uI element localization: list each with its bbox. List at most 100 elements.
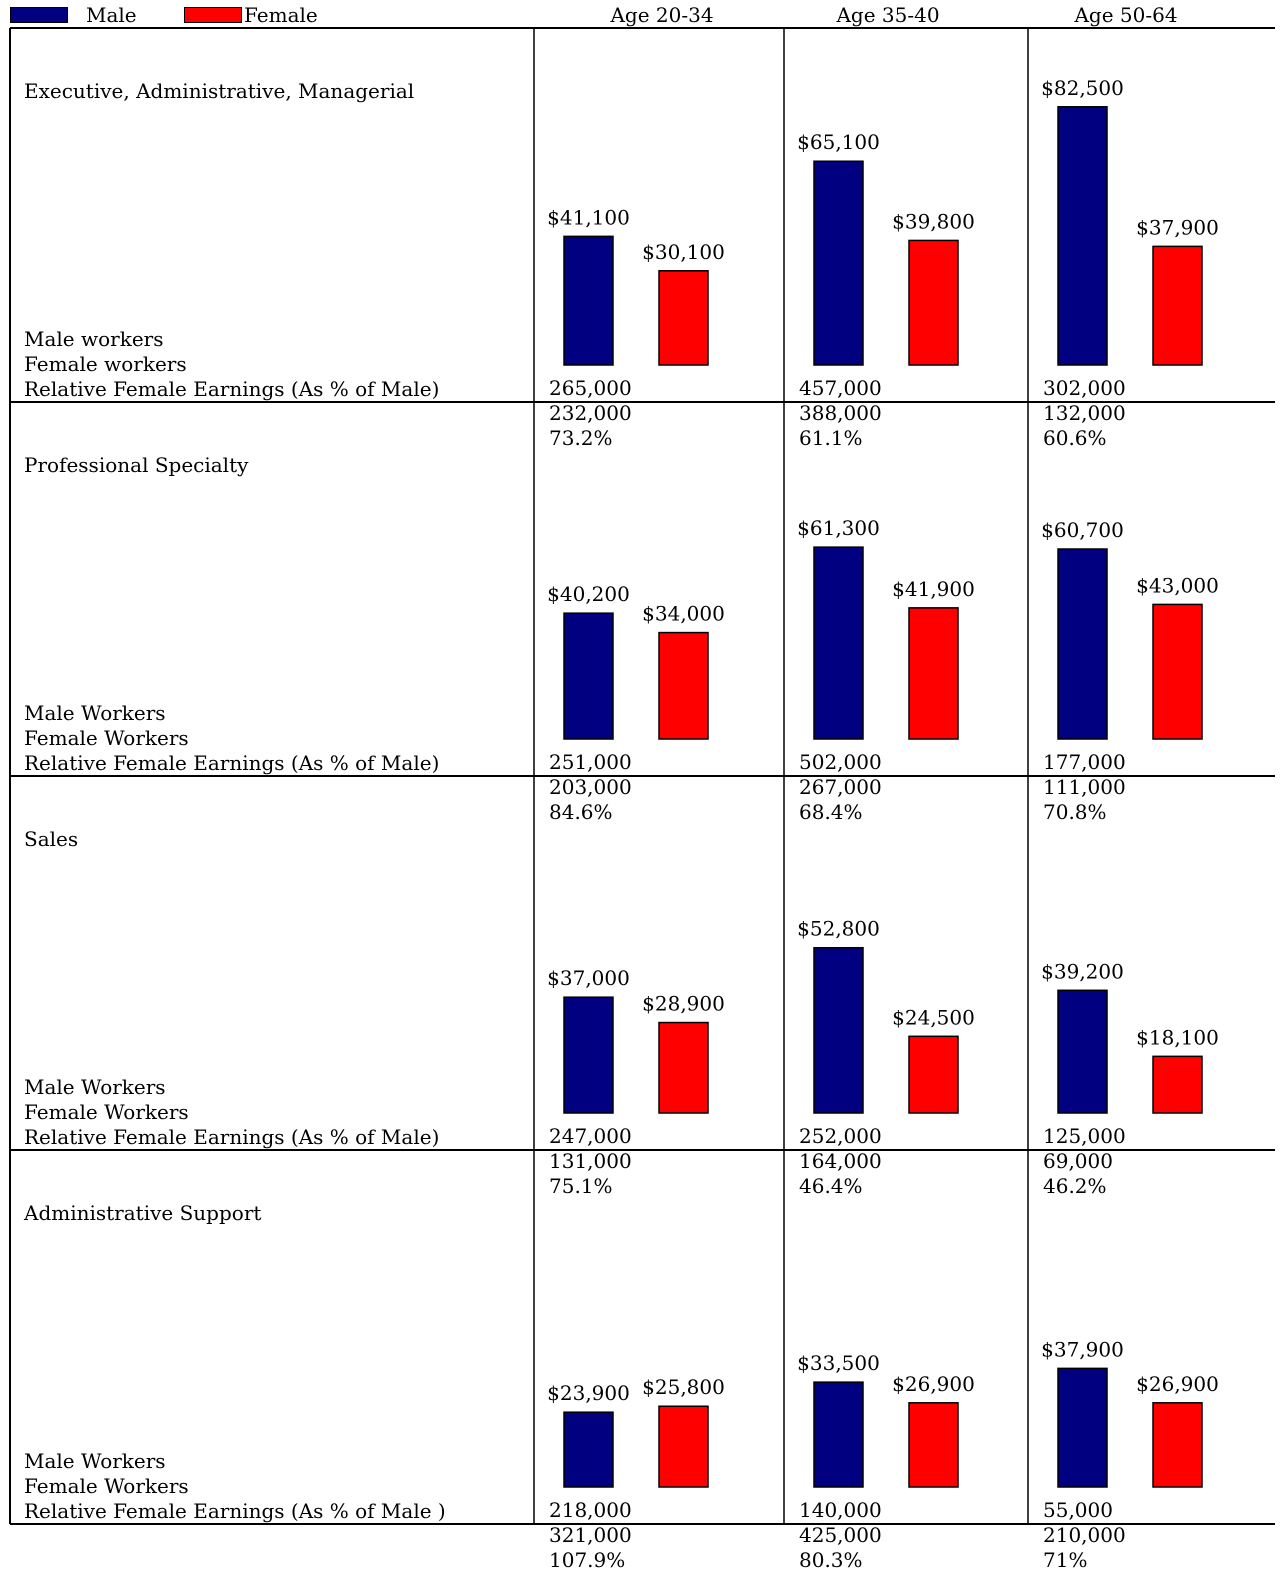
column-header-age-50-64: Age 50-64: [1074, 3, 1178, 27]
female-bar: [908, 1402, 959, 1488]
row-label: Male Workers: [24, 1075, 166, 1099]
female-bar: [908, 1035, 959, 1114]
male-workers-value: 177,000: [1043, 750, 1126, 774]
female-workers-value: 388,000: [799, 401, 882, 425]
relative-earnings-value: 61.1%: [799, 426, 863, 450]
female-value-label: $18,100: [1136, 1025, 1219, 1049]
relative-earnings-value: 73.2%: [549, 426, 613, 450]
relative-earnings-value: 71%: [1043, 1548, 1087, 1572]
male-workers-value: 265,000: [549, 376, 632, 400]
male-value-label: $65,100: [797, 130, 880, 154]
female-bar: [658, 1405, 709, 1488]
female-workers-value: 131,000: [549, 1149, 632, 1173]
male-bar: [813, 546, 864, 740]
female-value-label: $25,800: [642, 1375, 725, 1399]
male-bar: [1057, 548, 1108, 740]
row-label: Relative Female Earnings (As % of Male ): [24, 1499, 446, 1523]
female-value-label: $34,000: [642, 602, 725, 626]
column-header-age-35-40: Age 35-40: [836, 3, 940, 27]
male-value-label: $52,800: [797, 917, 880, 941]
female-workers-value: 111,000: [1043, 775, 1126, 799]
relative-earnings-value: 70.8%: [1043, 800, 1107, 824]
panel-category-title: Sales: [24, 827, 78, 851]
male-bar: [813, 160, 864, 366]
female-workers-value: 164,000: [799, 1149, 882, 1173]
male-workers-value: 252,000: [799, 1124, 882, 1148]
male-value-label: $82,500: [1041, 76, 1124, 100]
relative-earnings-value: 68.4%: [799, 800, 863, 824]
female-bar: [1152, 245, 1203, 366]
male-value-label: $41,100: [547, 205, 630, 229]
row-label: Female Workers: [24, 726, 189, 750]
relative-earnings-value: 107.9%: [549, 1548, 625, 1572]
panel-category-title: Professional Specialty: [24, 453, 249, 477]
female-value-label: $26,900: [892, 1372, 975, 1396]
female-value-label: $30,100: [642, 240, 725, 264]
female-bar: [1152, 603, 1203, 740]
legend-female-label: Female: [244, 3, 318, 27]
female-bar: [658, 270, 709, 366]
row-label: Female workers: [24, 352, 187, 376]
female-bar: [658, 1021, 709, 1114]
row-label: Male workers: [24, 327, 164, 351]
relative-earnings-value: 80.3%: [799, 1548, 863, 1572]
panel-category-title: Executive, Administrative, Managerial: [24, 79, 414, 103]
female-bar: [1152, 1055, 1203, 1114]
male-bar: [563, 235, 614, 366]
male-bar: [563, 996, 614, 1114]
male-workers-value: 247,000: [549, 1124, 632, 1148]
male-workers-value: 140,000: [799, 1498, 882, 1522]
male-bar: [563, 1411, 614, 1488]
male-bar: [813, 1381, 864, 1488]
row-label: Male Workers: [24, 1449, 166, 1473]
female-value-label: $37,900: [1136, 215, 1219, 239]
female-workers-value: 232,000: [549, 401, 632, 425]
row-label: Male Workers: [24, 701, 166, 725]
male-bar: [1057, 989, 1108, 1114]
legend-male-swatch: [10, 7, 68, 23]
male-bar: [1057, 106, 1108, 366]
male-workers-value: 457,000: [799, 376, 882, 400]
female-bar: [908, 607, 959, 740]
female-workers-value: 210,000: [1043, 1523, 1126, 1547]
female-workers-value: 425,000: [799, 1523, 882, 1547]
male-value-label: $37,900: [1041, 1337, 1124, 1361]
female-value-label: $26,900: [1136, 1372, 1219, 1396]
relative-earnings-value: 60.6%: [1043, 426, 1107, 450]
male-workers-value: 251,000: [549, 750, 632, 774]
male-workers-value: 218,000: [549, 1498, 632, 1522]
male-value-label: $60,700: [1041, 518, 1124, 542]
female-workers-value: 321,000: [549, 1523, 632, 1547]
male-workers-value: 55,000: [1043, 1498, 1113, 1522]
female-value-label: $39,800: [892, 209, 975, 233]
male-workers-value: 302,000: [1043, 376, 1126, 400]
female-workers-value: 69,000: [1043, 1149, 1113, 1173]
female-workers-value: 267,000: [799, 775, 882, 799]
male-value-label: $61,300: [797, 516, 880, 540]
relative-earnings-value: 84.6%: [549, 800, 613, 824]
female-bar: [908, 239, 959, 366]
female-value-label: $28,900: [642, 992, 725, 1016]
male-value-label: $33,500: [797, 1351, 880, 1375]
male-workers-value: 502,000: [799, 750, 882, 774]
male-value-label: $37,000: [547, 966, 630, 990]
female-bar: [658, 631, 709, 740]
row-label: Relative Female Earnings (As % of Male): [24, 751, 439, 775]
legend-male-label: Male: [86, 3, 137, 27]
panel-category-title: Administrative Support: [23, 1201, 261, 1225]
row-label: Relative Female Earnings (As % of Male): [24, 377, 439, 401]
legend-female-swatch: [184, 7, 242, 23]
female-workers-value: 203,000: [549, 775, 632, 799]
male-value-label: $23,900: [547, 1381, 630, 1405]
male-value-label: $40,200: [547, 582, 630, 606]
female-value-label: $24,500: [892, 1005, 975, 1029]
male-workers-value: 125,000: [1043, 1124, 1126, 1148]
female-value-label: $43,000: [1136, 573, 1219, 597]
female-value-label: $41,900: [892, 577, 975, 601]
male-value-label: $39,200: [1041, 959, 1124, 983]
row-label: Relative Female Earnings (As % of Male): [24, 1125, 439, 1149]
female-bar: [1152, 1402, 1203, 1488]
row-label: Female Workers: [24, 1100, 189, 1124]
male-bar: [813, 946, 864, 1114]
